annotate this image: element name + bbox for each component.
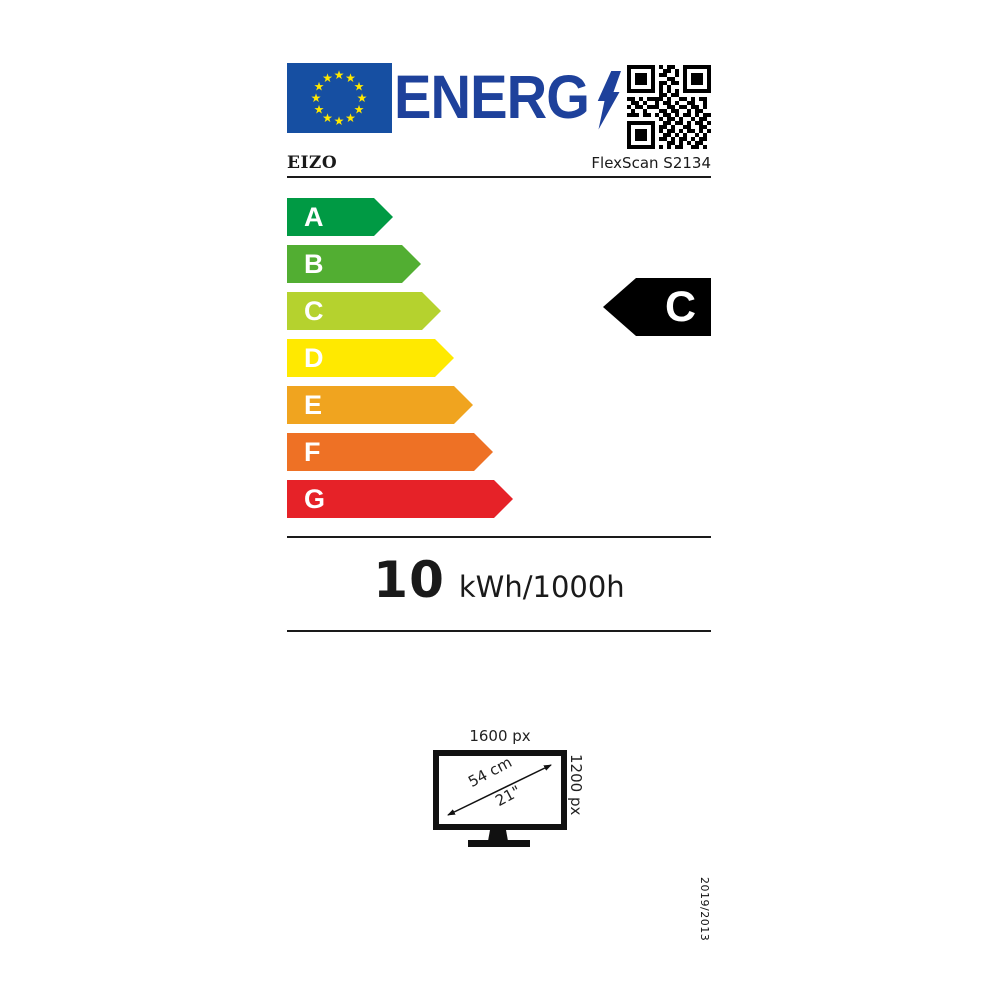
- monitor-stand-neck: [488, 830, 508, 841]
- scale-letter: D: [304, 342, 324, 373]
- model-name: FlexScan S2134: [591, 154, 711, 172]
- svg-text:★: ★: [322, 111, 333, 125]
- svg-text:★: ★: [345, 71, 356, 85]
- monitor-icon: 54 cm 21": [433, 750, 567, 830]
- divider: [287, 176, 711, 178]
- scale-arrow-f: F: [287, 433, 493, 471]
- scale-arrow-c: C: [287, 292, 441, 330]
- scale-letter: A: [304, 201, 324, 232]
- svg-text:★: ★: [322, 71, 333, 85]
- energ-logo-text: ENERG: [394, 63, 590, 131]
- scale-arrow-e: E: [287, 386, 473, 424]
- svg-text:★: ★: [354, 103, 365, 117]
- svg-text:★: ★: [314, 80, 325, 94]
- svg-text:★: ★: [314, 103, 325, 117]
- svg-text:★: ★: [334, 114, 345, 128]
- svg-text:★: ★: [334, 68, 345, 82]
- svg-text:★: ★: [357, 91, 368, 105]
- scale-arrow-a: A: [287, 198, 393, 236]
- scale-arrow-b: B: [287, 245, 421, 283]
- scale-letter: C: [304, 295, 324, 326]
- energy-consumption: 10 kWh/1000h: [287, 551, 711, 609]
- eu-flag-icon: ★ ★★ ★★★ ★★★ ★★★: [287, 63, 392, 133]
- scale-letter: F: [304, 436, 321, 467]
- qr-code-icon: [627, 65, 711, 149]
- scale-letter: B: [304, 248, 324, 279]
- monitor-stand-base: [468, 840, 530, 847]
- svg-text:★: ★: [311, 91, 322, 105]
- rating-class-letter: C: [665, 282, 697, 331]
- energy-label: ★ ★ ★ ★ ★ ★ ★ ★ ★ ★ ★ ★ ENERG EIZO FlexScan S213…: [287, 63, 711, 943]
- efficiency-scale: A B C D E F G: [287, 198, 711, 527]
- diagonal-arrow-icon: [447, 764, 552, 816]
- product-row: EIZO FlexScan S2134: [287, 153, 711, 173]
- energy-unit: kWh/1000h: [458, 570, 625, 604]
- divider: [287, 536, 711, 538]
- energy-value: 10: [373, 551, 445, 609]
- svg-text:★: ★: [354, 80, 365, 94]
- lightning-bolt-icon: [597, 71, 621, 130]
- screen-height-label: 1200 px: [567, 754, 585, 816]
- scale-letter: G: [304, 483, 326, 514]
- scale-letter: E: [304, 389, 323, 420]
- svg-text:★: ★: [345, 111, 356, 125]
- divider: [287, 630, 711, 632]
- screen-width-label: 1600 px: [469, 727, 531, 745]
- scale-arrow-g: G: [287, 480, 513, 518]
- scale-arrow-d: D: [287, 339, 454, 377]
- brand-name: EIZO: [287, 153, 338, 173]
- regulation-number: 2019/2013: [698, 877, 711, 942]
